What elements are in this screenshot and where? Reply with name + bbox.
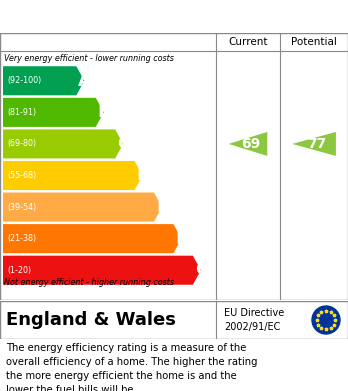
Text: (55-68): (55-68) xyxy=(7,171,36,180)
Polygon shape xyxy=(229,132,267,156)
Polygon shape xyxy=(3,256,201,285)
Polygon shape xyxy=(3,161,143,190)
Text: A: A xyxy=(78,72,92,90)
Text: (39-54): (39-54) xyxy=(7,203,36,212)
Text: (92-100): (92-100) xyxy=(7,76,41,85)
Text: D: D xyxy=(137,167,152,185)
Text: Energy Efficiency Rating: Energy Efficiency Rating xyxy=(14,7,243,25)
Text: (81-91): (81-91) xyxy=(7,108,36,117)
Text: B: B xyxy=(98,103,111,121)
Polygon shape xyxy=(3,98,104,127)
Text: EU Directive
2002/91/EC: EU Directive 2002/91/EC xyxy=(224,308,284,332)
Text: 77: 77 xyxy=(307,137,326,151)
Text: 69: 69 xyxy=(240,137,260,151)
Text: C: C xyxy=(117,135,130,153)
Text: F: F xyxy=(175,230,188,248)
Text: (21-38): (21-38) xyxy=(7,234,36,243)
Text: E: E xyxy=(156,198,168,216)
Text: Potential: Potential xyxy=(291,37,337,47)
Polygon shape xyxy=(3,129,123,158)
Polygon shape xyxy=(3,66,84,95)
Text: G: G xyxy=(195,261,210,279)
Polygon shape xyxy=(3,224,181,253)
Text: Current: Current xyxy=(228,37,268,47)
Text: England & Wales: England & Wales xyxy=(6,311,176,329)
Text: Very energy efficient - lower running costs: Very energy efficient - lower running co… xyxy=(4,54,174,63)
Polygon shape xyxy=(292,132,336,156)
Circle shape xyxy=(312,306,340,334)
Text: (69-80): (69-80) xyxy=(7,140,36,149)
Text: Not energy efficient - higher running costs: Not energy efficient - higher running co… xyxy=(4,278,174,287)
Polygon shape xyxy=(3,192,162,222)
Text: The energy efficiency rating is a measure of the
overall efficiency of a home. T: The energy efficiency rating is a measur… xyxy=(6,343,258,391)
Text: (1-20): (1-20) xyxy=(7,266,31,275)
